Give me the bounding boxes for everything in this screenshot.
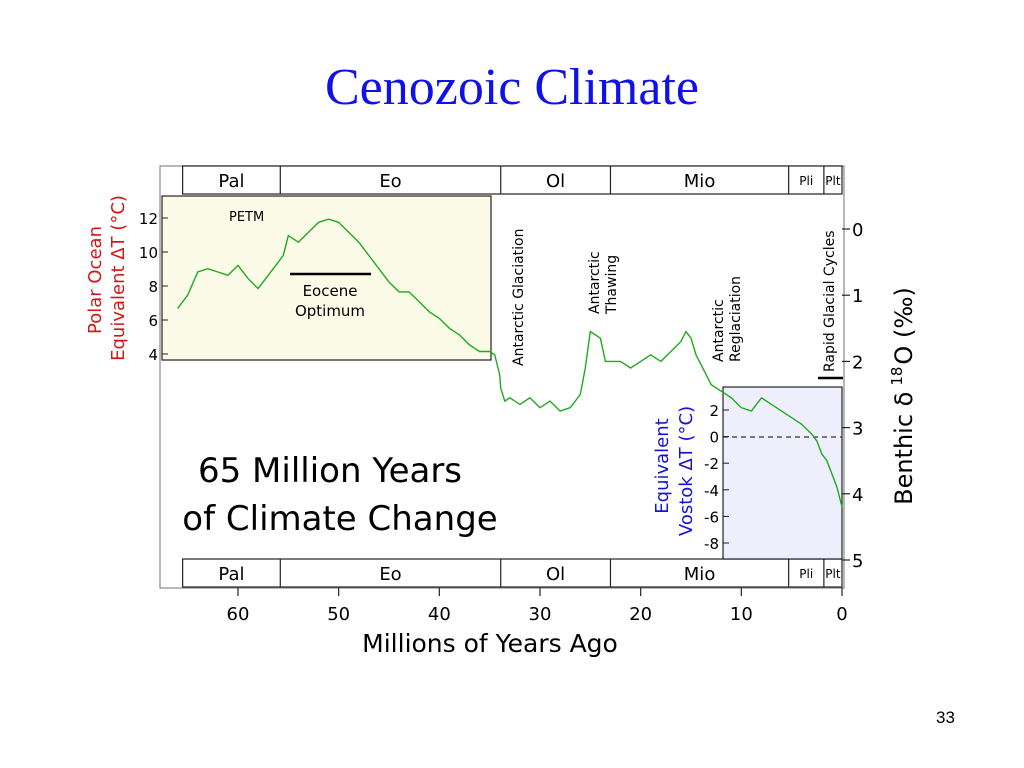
benthic-axis-label-suffix: O (‰) (890, 287, 918, 364)
vostok-axis-label-1: Equivalent (652, 418, 673, 513)
epoch-label: Mio (684, 564, 716, 585)
x-tick-label: 0 (836, 604, 847, 625)
epoch-label: Mio (684, 171, 716, 192)
x-tick-label: 30 (529, 604, 552, 625)
right-inset-box (722, 386, 843, 560)
epoch-label: Ol (546, 564, 565, 585)
benthic-tick-label: 5 (852, 551, 863, 572)
headline-line-1: 65 Million Years (198, 451, 462, 491)
benthic-tick-label: 3 (852, 419, 863, 440)
epoch-label: Pal (218, 564, 244, 585)
epoch-bar-bottom: Pal Eo Ol Mio Pli Plt (182, 558, 843, 588)
benthic-tick-label: 0 (852, 220, 863, 241)
epoch-bar-frame (182, 165, 843, 195)
benthic-axis-ticks: 0 1 2 3 4 5 (842, 220, 863, 572)
vostok-tick-label: 2 (709, 402, 719, 420)
vostok-tick-label: -8 (704, 535, 719, 553)
antarctic-reglaciation-label-1: Antarctic (711, 299, 727, 362)
benthic-axis-label-prefix: Benthic δ (890, 392, 918, 505)
epoch-label: Pal (218, 171, 244, 192)
x-tick-label: 10 (730, 604, 753, 625)
x-tick-label: 50 (327, 604, 350, 625)
epoch-bar-frame (182, 558, 843, 588)
svg-text:Benthic δ18O (‰): Benthic δ 18 O (‰) (888, 287, 918, 505)
benthic-axis-label: Benthic δ 18 O (‰) (888, 287, 918, 505)
rapid-glacial-cycles-label: Rapid Glacial Cycles (822, 231, 838, 373)
x-tick-label: 40 (428, 604, 451, 625)
antarctic-glaciation-label: Antarctic Glaciation (511, 229, 527, 367)
vostok-axis-label-2: Vostok ΔT (°C) (676, 406, 697, 536)
benthic-tick-label: 1 (852, 286, 863, 307)
epoch-label: Plt (825, 174, 841, 188)
eocene-label: Eocene (303, 282, 358, 300)
page-number: 33 (936, 708, 955, 727)
left-inset-box (161, 195, 492, 361)
optimum-label: Optimum (295, 302, 365, 320)
series-line (177, 218, 843, 508)
x-axis-label: Millions of Years Ago (362, 629, 618, 658)
vostok-tick-label: 0 (709, 429, 719, 447)
petm-label: PETM (229, 210, 264, 225)
antarctic-thawing-label-1: Antarctic (587, 251, 603, 314)
slide-title: Cenozoic Climate (324, 59, 699, 116)
epoch-label: Pli (799, 174, 813, 188)
x-tick-label: 60 (227, 604, 250, 625)
left-axis-label-2: Equivalent ΔT (°C) (108, 195, 129, 361)
vostok-ticks: 2 0 -2 -4 -6 -8 (704, 402, 729, 553)
benthic-tick-label: 2 (852, 352, 863, 373)
vostok-tick-label: -6 (704, 508, 719, 526)
epoch-label: Eo (379, 171, 401, 192)
vostok-tick-label: -4 (704, 482, 719, 500)
epoch-label: Pli (799, 567, 813, 581)
epoch-label: Ol (546, 171, 565, 192)
benthic-axis-label-sup: 18 (888, 367, 906, 386)
epoch-label: Eo (379, 564, 401, 585)
left-inset-tick-label: 8 (148, 278, 158, 296)
left-inset-ticks: 12 10 8 6 4 (139, 210, 168, 364)
x-axis-ticks: 60 50 40 30 20 10 0 (227, 588, 848, 625)
vostok-tick-label: -2 (704, 455, 719, 473)
benthic-tick-label: 4 (852, 485, 863, 506)
left-inset-tick-label: 6 (148, 312, 158, 330)
epoch-label: Plt (825, 567, 841, 581)
left-axis-label-1: Polar Ocean (85, 226, 106, 334)
left-inset-tick-label: 4 (148, 346, 158, 364)
left-inset-tick-label: 10 (139, 244, 158, 262)
epoch-bar-top: Pal Eo Ol Mio Pli Plt (182, 165, 843, 195)
antarctic-thawing-label-2: Thawing (604, 255, 620, 315)
left-inset-tick-label: 12 (139, 210, 158, 228)
headline-line-2: of Climate Change (182, 499, 497, 539)
antarctic-reglaciation-label-2: Reglaciation (728, 276, 744, 362)
x-tick-label: 20 (629, 604, 652, 625)
